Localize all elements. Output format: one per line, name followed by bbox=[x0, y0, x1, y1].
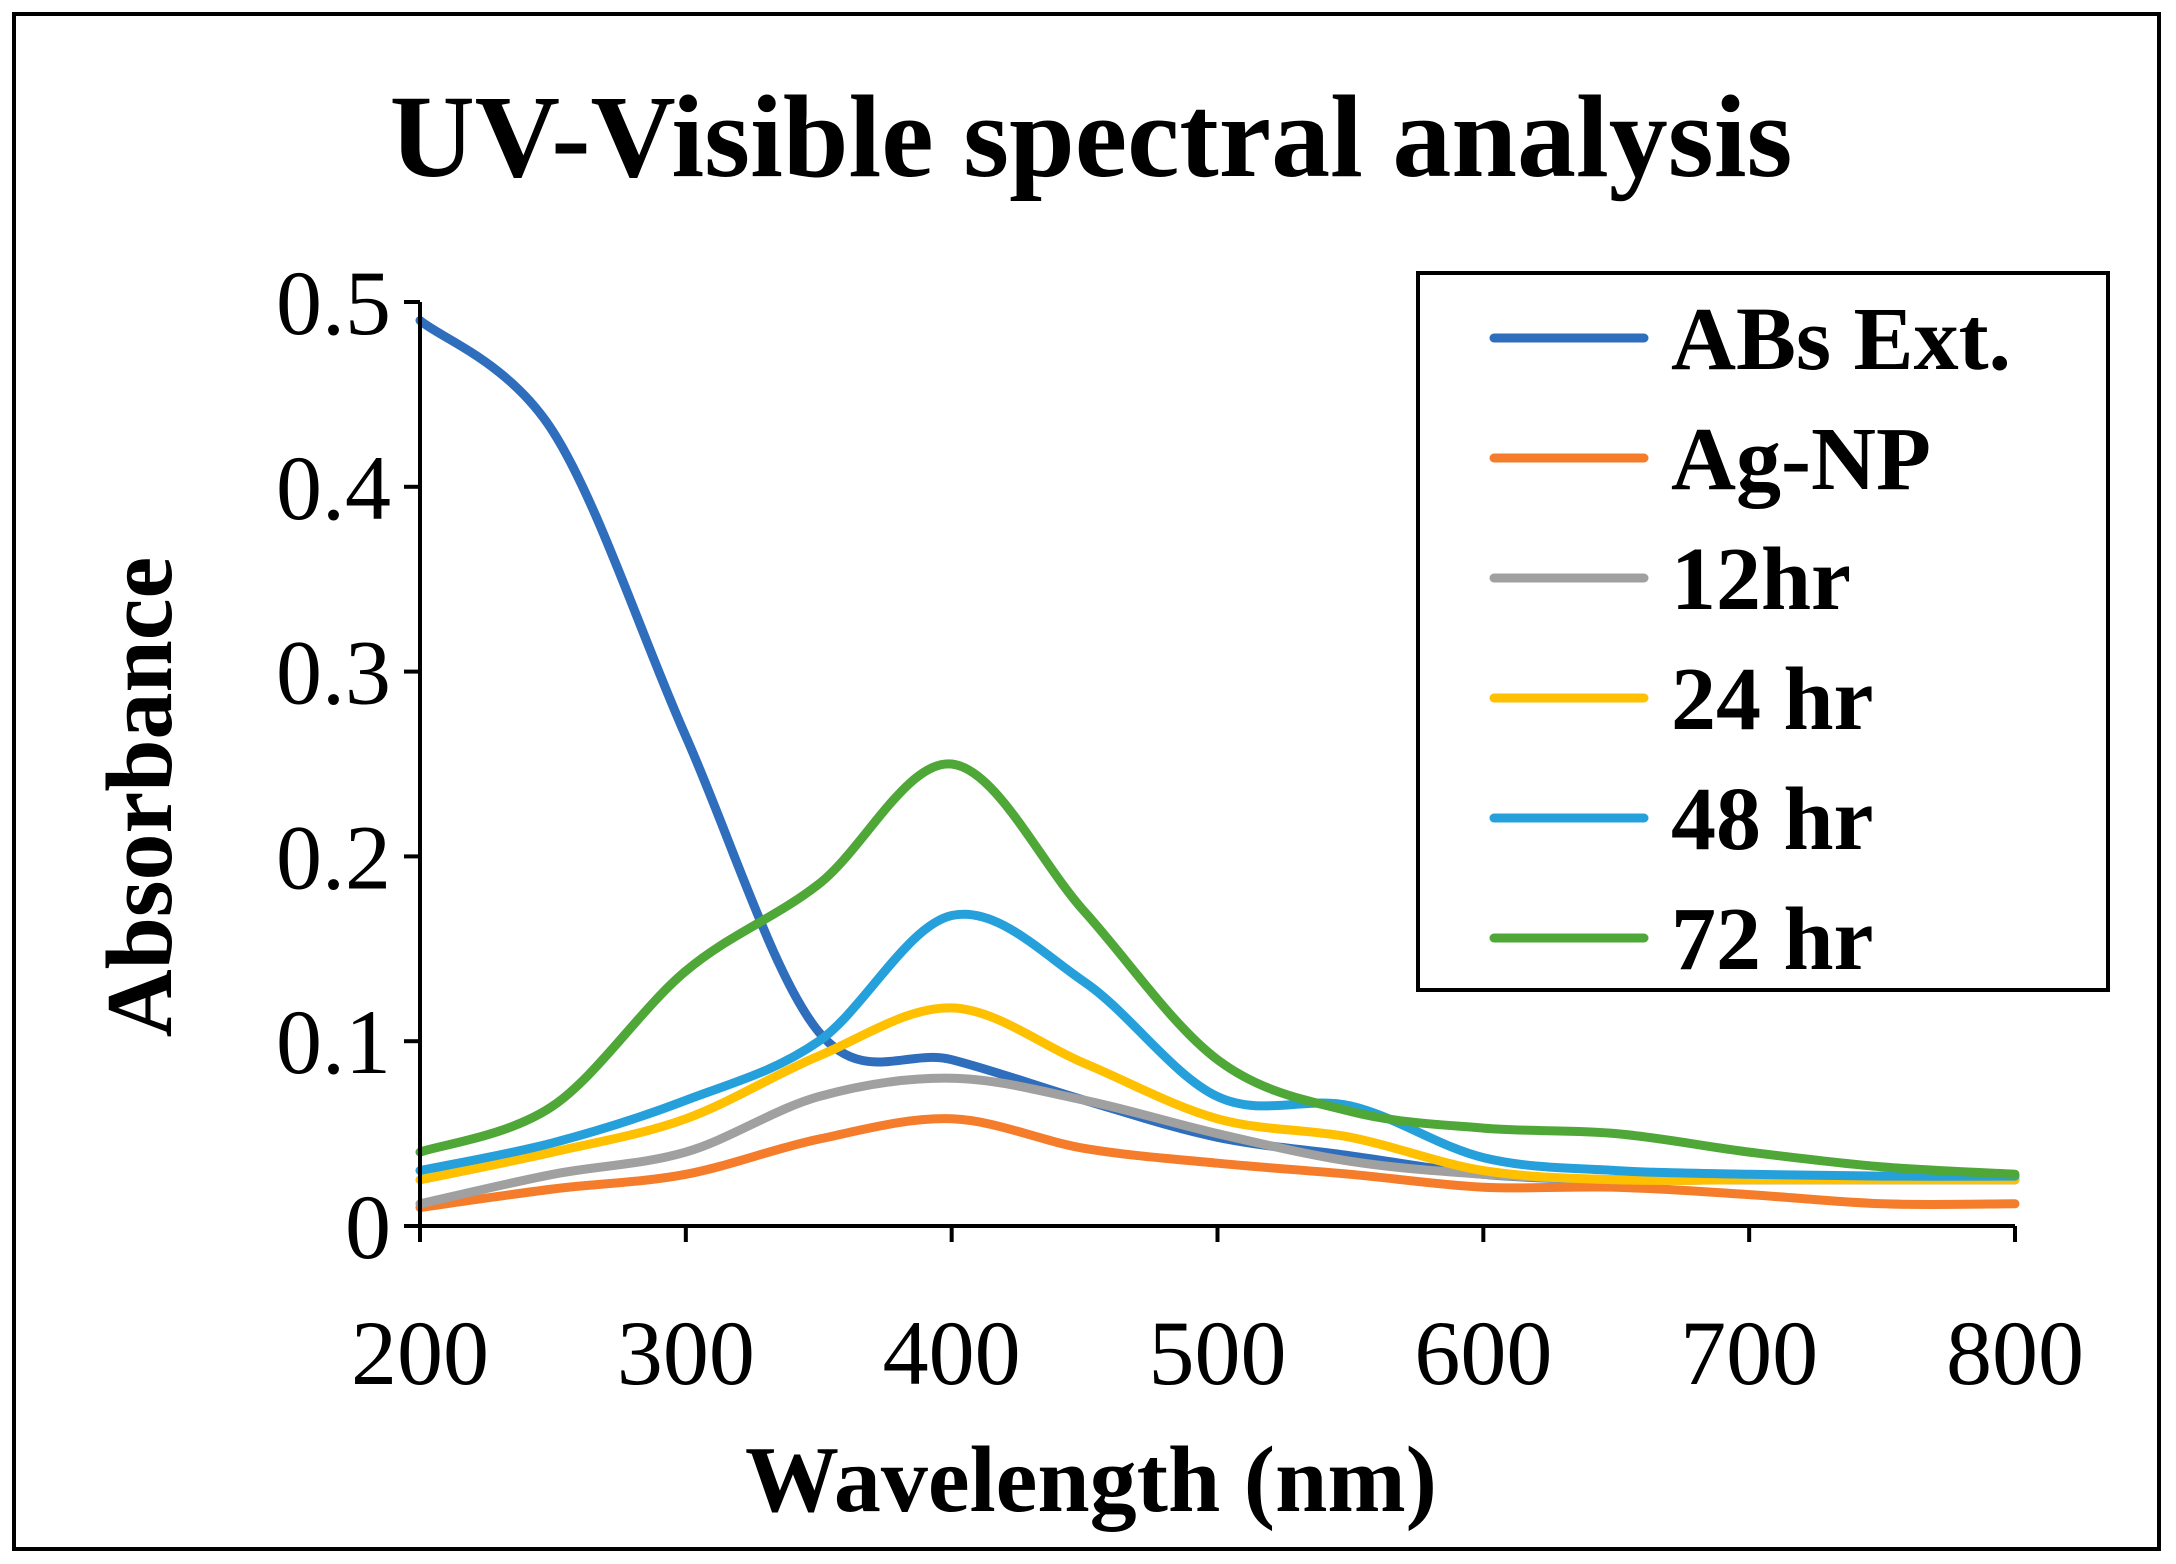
x-tick-label: 300 bbox=[617, 1302, 755, 1404]
x-tick-label: 200 bbox=[351, 1302, 489, 1404]
legend-label-72-hr: 72 hr bbox=[1671, 890, 1874, 989]
legend-label-24-hr: 24 hr bbox=[1671, 650, 1874, 749]
y-axis-label: Absorbance bbox=[88, 557, 192, 1037]
x-tick-label: 800 bbox=[1946, 1302, 2084, 1404]
series-line-24-hr bbox=[415, 1003, 2020, 1185]
legend: ABs Ext. Ag-NP 12hr 24 hr 48 hr 72 hr bbox=[1416, 271, 2110, 992]
series-line-ag-np bbox=[415, 1114, 2020, 1212]
y-axis-ticks: 0 0.1 0.2 0.3 0.4 0.5 bbox=[276, 252, 420, 1278]
series-line-72-hr bbox=[415, 759, 2020, 1179]
series-line-48-hr bbox=[415, 909, 2020, 1181]
legend-label-12hr: 12hr bbox=[1671, 530, 1851, 629]
x-axis-label: Wavelength (nm) bbox=[745, 1428, 1437, 1532]
legend-label-abs-ext: ABs Ext. bbox=[1671, 290, 2011, 389]
x-tick-label: 400 bbox=[883, 1302, 1021, 1404]
x-tick-label: 700 bbox=[1680, 1302, 1818, 1404]
uv-visible-chart: UV-Visible spectral analysis Wavelength … bbox=[88, 71, 2110, 1532]
y-tick-label: 0.5 bbox=[276, 252, 391, 354]
chart-title: UV-Visible spectral analysis bbox=[390, 71, 1793, 202]
x-axis-ticks: 200 300 400 500 600 700 800 bbox=[351, 1226, 2084, 1404]
y-tick-label: 0.3 bbox=[276, 622, 391, 724]
y-tick-label: 0.2 bbox=[276, 806, 391, 908]
chart-frame: UV-Visible spectral analysis Wavelength … bbox=[12, 12, 2161, 1551]
y-tick-label: 0.1 bbox=[276, 991, 391, 1093]
legend-box bbox=[1416, 271, 2110, 992]
x-tick-label: 500 bbox=[1149, 1302, 1287, 1404]
y-tick-label: 0 bbox=[345, 1176, 391, 1278]
y-tick-label: 0.4 bbox=[276, 437, 391, 539]
series-lines bbox=[415, 316, 2020, 1212]
x-tick-label: 600 bbox=[1414, 1302, 1552, 1404]
legend-label-ag-np: Ag-NP bbox=[1671, 410, 1931, 509]
legend-label-48-hr: 48 hr bbox=[1671, 770, 1874, 869]
